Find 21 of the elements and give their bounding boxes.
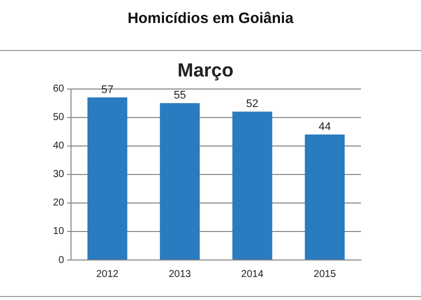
x-tick-label: 2013 <box>168 268 192 280</box>
data-label: 55 <box>174 90 186 102</box>
bar <box>87 97 128 260</box>
y-tick-label: 30 <box>53 169 65 180</box>
bar <box>232 112 272 260</box>
data-label: 57 <box>101 84 114 96</box>
x-tick-label: 2012 <box>96 268 119 280</box>
y-tick-label: 60 <box>53 84 65 95</box>
y-tick-label: 50 <box>53 112 65 124</box>
y-tick-label: 0 <box>58 254 65 266</box>
chart-title: Homicídios em Goiânia <box>126 10 294 27</box>
x-tick-label: 2015 <box>314 268 336 280</box>
bar <box>160 103 200 260</box>
bar <box>304 134 345 260</box>
data-label: 44 <box>318 120 331 133</box>
y-tick-label: 20 <box>53 198 65 209</box>
y-tick-label: 10 <box>53 226 65 238</box>
y-tick-label: 40 <box>53 140 65 152</box>
x-tick-label: 2014 <box>241 268 264 280</box>
data-label: 52 <box>246 98 258 110</box>
chart-subtitle: Março <box>178 60 234 82</box>
